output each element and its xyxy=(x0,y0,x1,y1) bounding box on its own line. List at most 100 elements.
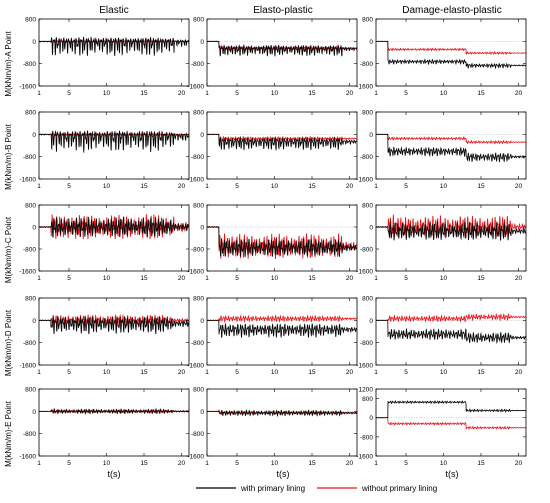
x-tick-label: 20 xyxy=(346,275,354,282)
y-tick-label: 1200 xyxy=(359,387,374,394)
x-tick-label: 10 xyxy=(103,90,111,97)
column-title: Elasto-plastic xyxy=(253,5,312,16)
x-tick-label: 10 xyxy=(271,275,279,282)
y-tick-label: 0 xyxy=(32,225,36,232)
y-tick-label: 0 xyxy=(200,318,204,325)
y-tick-label: -1600 xyxy=(356,363,373,370)
y-tick-label: 800 xyxy=(25,203,36,210)
x-tick-label: 5 xyxy=(404,275,408,282)
series-line-without xyxy=(376,40,526,55)
x-tick-label: 15 xyxy=(140,460,148,467)
series-line-with xyxy=(39,36,189,56)
x-tick-label: 15 xyxy=(308,460,316,467)
x-tick-label: 10 xyxy=(440,369,448,376)
y-tick-label: 800 xyxy=(193,387,204,394)
x-tick-label: 10 xyxy=(271,183,279,190)
panel-frame xyxy=(206,111,358,180)
y-tick-label: -1600 xyxy=(187,363,204,370)
x-tick-label: 15 xyxy=(308,183,316,190)
y-tick-label: 0 xyxy=(200,225,204,232)
series-line-without xyxy=(376,312,526,323)
x-tick-label: 1 xyxy=(374,460,378,467)
y-tick-label: -800 xyxy=(23,431,36,438)
panel-frame xyxy=(206,297,358,366)
x-tick-label: 10 xyxy=(440,460,448,467)
column-title: Damage-elasto-plastic xyxy=(402,5,502,16)
x-tick-label: 5 xyxy=(235,460,239,467)
y-tick-label: -800 xyxy=(23,247,36,254)
y-tick-label: -1600 xyxy=(356,84,373,91)
y-tick-label: -1600 xyxy=(356,269,373,276)
x-axis-label: t(s) xyxy=(108,469,121,479)
series-line-with xyxy=(39,407,189,415)
y-tick-label: -1600 xyxy=(356,177,373,184)
y-tick-label: 800 xyxy=(193,203,204,210)
row-label: M(kNm/m)-A Point xyxy=(4,31,13,97)
x-tick-label: 5 xyxy=(404,183,408,190)
y-tick-label: -1600 xyxy=(19,363,36,370)
x-tick-label: 15 xyxy=(477,369,485,376)
x-tick-label: 20 xyxy=(346,460,354,467)
x-tick-label: 10 xyxy=(103,183,111,190)
y-tick-label: -1600 xyxy=(187,177,204,184)
x-tick-label: 5 xyxy=(67,369,71,376)
series-line-with xyxy=(376,133,526,163)
x-tick-label: 20 xyxy=(178,183,186,190)
x-tick-label: 10 xyxy=(103,460,111,467)
y-tick-label: 800 xyxy=(25,296,36,303)
x-tick-label: 20 xyxy=(515,90,523,97)
row-label: M(kNm/m)-B Point xyxy=(4,123,13,190)
panel-frame xyxy=(206,204,358,272)
x-axis-label: t(s) xyxy=(277,469,290,479)
x-tick-label: 5 xyxy=(67,183,71,190)
y-tick-label: -1600 xyxy=(19,454,36,461)
y-tick-label: -800 xyxy=(191,154,204,161)
x-tick-label: 5 xyxy=(235,183,239,190)
x-tick-label: 20 xyxy=(346,183,354,190)
series-line-with xyxy=(376,40,526,70)
x-tick-label: 1 xyxy=(374,275,378,282)
panel-frame xyxy=(38,297,190,366)
x-tick-label: 1 xyxy=(37,183,41,190)
panel-frame xyxy=(38,18,190,87)
x-tick-label: 1 xyxy=(37,275,41,282)
panel-frame xyxy=(38,204,190,272)
x-tick-label: 15 xyxy=(308,90,316,97)
x-tick-label: 10 xyxy=(271,460,279,467)
y-tick-label: 800 xyxy=(25,387,36,394)
y-tick-label: -800 xyxy=(23,154,36,161)
x-tick-label: 20 xyxy=(515,183,523,190)
y-tick-label: 800 xyxy=(25,17,36,24)
series-line-with xyxy=(39,130,189,153)
x-tick-label: 10 xyxy=(440,90,448,97)
y-tick-label: -800 xyxy=(360,154,373,161)
y-tick-label: -800 xyxy=(360,340,373,347)
x-tick-label: 15 xyxy=(477,275,485,282)
y-tick-label: 0 xyxy=(32,132,36,139)
series-line-with xyxy=(207,409,357,418)
x-tick-label: 5 xyxy=(67,275,71,282)
x-tick-label: 5 xyxy=(235,369,239,376)
x-tick-label: 10 xyxy=(271,369,279,376)
x-tick-label: 5 xyxy=(67,460,71,467)
x-tick-label: 5 xyxy=(235,90,239,97)
x-tick-label: 1 xyxy=(205,460,209,467)
x-tick-label: 15 xyxy=(140,90,148,97)
series-line-with xyxy=(39,315,189,335)
panel-frame xyxy=(38,388,190,457)
series-line-with xyxy=(39,216,189,238)
x-tick-label: 15 xyxy=(140,369,148,376)
column-title: Elastic xyxy=(99,5,128,16)
series-line-without xyxy=(376,133,526,145)
panel-frame xyxy=(375,18,527,87)
y-tick-label: -800 xyxy=(360,61,373,68)
y-tick-label: -800 xyxy=(23,61,36,68)
